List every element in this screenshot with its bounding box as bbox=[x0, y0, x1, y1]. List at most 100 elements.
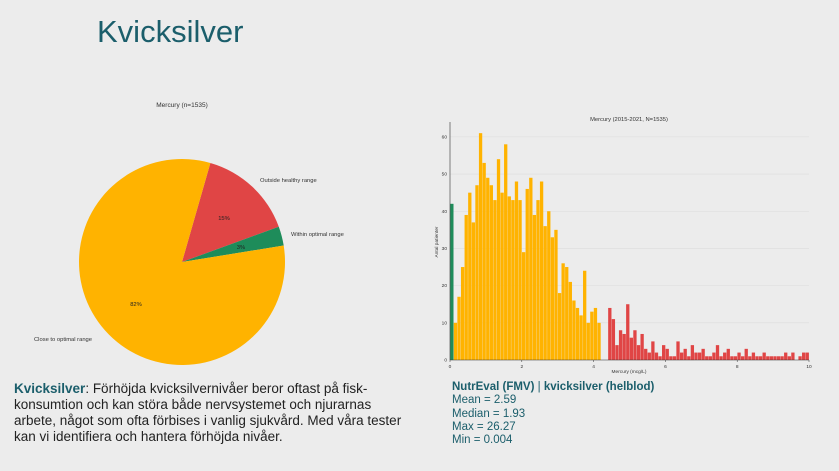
hist-bar-67 bbox=[690, 345, 695, 361]
hist-ytick-1: 10 bbox=[442, 320, 448, 326]
hist-bar-82 bbox=[744, 348, 748, 360]
hist-bar-30 bbox=[557, 293, 562, 360]
hist-bar-99 bbox=[805, 352, 809, 360]
hist-bar-81 bbox=[740, 356, 745, 360]
hist-bar-78 bbox=[730, 356, 734, 360]
hist-bar-14 bbox=[500, 192, 504, 360]
description-term: Kvicksilver bbox=[14, 381, 86, 396]
hist-bar-69 bbox=[697, 352, 702, 360]
hist-ytick-6: 60 bbox=[442, 134, 448, 140]
hist-bar-71 bbox=[705, 356, 709, 360]
hist-bar-41 bbox=[597, 322, 601, 360]
hist-xtick-4: 8 bbox=[736, 364, 739, 370]
hist-bar-94 bbox=[787, 356, 791, 360]
pie-slice-1 bbox=[182, 226, 284, 262]
hist-bar-55 bbox=[647, 352, 651, 360]
hist-xlabel: Mercury (mcg/L) bbox=[612, 369, 647, 375]
hist-bar-26 bbox=[543, 226, 547, 361]
hist-xtick-2: 4 bbox=[592, 364, 595, 370]
stats-separator: | bbox=[534, 381, 544, 393]
hist-bar-11 bbox=[489, 185, 493, 360]
hist-bar-21 bbox=[525, 188, 529, 360]
hist-bar-72 bbox=[708, 356, 712, 360]
hist-bar-91 bbox=[776, 356, 781, 360]
hist-bar-19 bbox=[518, 200, 522, 360]
hist-bar-13 bbox=[496, 159, 501, 360]
hist-bar-28 bbox=[550, 237, 555, 360]
pie-label-within: Within optimal range bbox=[291, 232, 344, 238]
hist-bar-9 bbox=[482, 162, 486, 360]
hist-bar-56 bbox=[651, 341, 655, 360]
hist-bar-53 bbox=[640, 333, 644, 360]
hist-bar-47 bbox=[618, 330, 623, 360]
hist-bar-38 bbox=[586, 322, 590, 360]
hist-bar-5 bbox=[468, 192, 472, 360]
stat-max: Max = 26.27 bbox=[452, 420, 516, 433]
stats-heading: NutrEval (FMV) | kvicksilver (helblod) bbox=[452, 381, 654, 394]
hist-bar-66 bbox=[687, 356, 691, 360]
hist-bar-65 bbox=[683, 348, 687, 360]
hist-xtick-1: 2 bbox=[520, 364, 523, 370]
hist-bar-89 bbox=[769, 356, 774, 360]
pie-chart: Mercury (n=1535) Outside healthy range W… bbox=[34, 102, 344, 366]
hist-bar-25 bbox=[539, 181, 544, 360]
description: Kvicksilver: Förhöjda kvicksilvernivåer … bbox=[14, 381, 414, 445]
hist-bar-74 bbox=[715, 345, 720, 361]
hist-bar-97 bbox=[798, 356, 802, 360]
hist-bar-15 bbox=[504, 144, 508, 360]
hist-ytick-0: 0 bbox=[444, 358, 447, 364]
pie-title: Mercury (n=1535) bbox=[156, 102, 207, 109]
hist-bar-68 bbox=[694, 352, 698, 360]
hist-bar-92 bbox=[780, 356, 784, 360]
hist-bar-58 bbox=[658, 356, 662, 360]
stat-median: Median = 1.93 bbox=[452, 407, 526, 420]
hist-bar-51 bbox=[633, 330, 637, 360]
hist-bar-35 bbox=[575, 307, 580, 360]
hist-bar-70 bbox=[701, 348, 705, 360]
hist-ytick-5: 50 bbox=[442, 172, 448, 178]
hist-bar-16 bbox=[507, 196, 511, 361]
hist-bar-44 bbox=[608, 307, 612, 360]
hist-bar-12 bbox=[493, 200, 497, 360]
pie-slice-2 bbox=[79, 159, 286, 366]
description-text: : Förhöjda kvicksilvernivåer beror oftas… bbox=[14, 381, 402, 444]
hist-bar-40 bbox=[593, 307, 598, 360]
hist-bar-93 bbox=[784, 352, 788, 360]
hist-xtick-3: 6 bbox=[664, 364, 667, 370]
hist-bar-64 bbox=[679, 352, 684, 360]
hist-bar-4 bbox=[464, 214, 468, 360]
hist-bar-77 bbox=[726, 348, 730, 360]
hist-bar-50 bbox=[629, 337, 633, 360]
hist-bar-31 bbox=[561, 263, 565, 360]
hist-bar-63 bbox=[676, 341, 680, 360]
hist-bar-8 bbox=[478, 133, 483, 360]
hist-bar-90 bbox=[773, 356, 777, 360]
hist-bar-24 bbox=[536, 200, 540, 360]
hist-bar-0 bbox=[450, 203, 454, 360]
hist-bar-98 bbox=[802, 352, 806, 360]
hist-bar-22 bbox=[529, 177, 533, 360]
hist-bar-76 bbox=[723, 352, 727, 360]
hist-bar-48 bbox=[622, 333, 626, 360]
hist-bar-36 bbox=[579, 315, 583, 361]
hist-bar-39 bbox=[590, 311, 594, 360]
hist-bar-7 bbox=[475, 185, 479, 360]
stat-min: Min = 0.004 bbox=[452, 434, 513, 447]
stats-source: NutrEval (FMV) bbox=[452, 381, 535, 393]
pie-pct-close: 82% bbox=[130, 302, 142, 308]
hist-ytick-2: 20 bbox=[442, 283, 448, 289]
hist-bar-1 bbox=[453, 322, 458, 360]
pie-label-close: Close to optimal range bbox=[34, 337, 92, 343]
hist-bar-37 bbox=[583, 270, 587, 360]
hist-bar-75 bbox=[719, 356, 723, 360]
hist-bar-32 bbox=[565, 267, 569, 360]
hist-bar-17 bbox=[511, 200, 515, 360]
hist-bar-29 bbox=[554, 229, 558, 360]
hist-title: Mercury (2015-2021, N=1535) bbox=[590, 117, 668, 123]
hist-bar-61 bbox=[669, 356, 673, 360]
hist-bar-87 bbox=[762, 352, 766, 360]
histogram-chart: Mercury (2015-2021, N=1535) 010203040506… bbox=[434, 117, 812, 375]
hist-bar-52 bbox=[636, 345, 641, 361]
hist-bar-88 bbox=[766, 356, 770, 360]
hist-xtick-5: 10 bbox=[806, 364, 812, 370]
